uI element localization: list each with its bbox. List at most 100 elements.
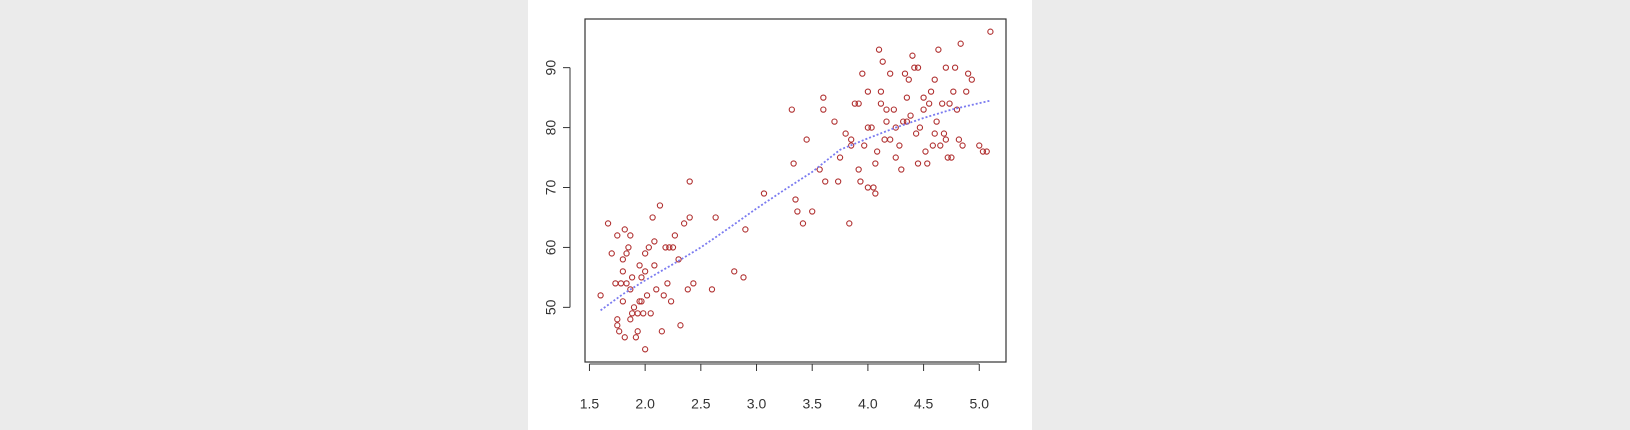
point [892, 154, 899, 161]
x-tick-label: 2.0 [635, 396, 655, 412]
point [959, 142, 966, 149]
point [861, 142, 868, 149]
point [651, 262, 658, 269]
point [627, 232, 634, 239]
point [621, 334, 628, 341]
x-tick-label: 4.5 [914, 396, 934, 412]
point [835, 178, 842, 185]
point [616, 328, 623, 335]
point [623, 280, 630, 287]
point [619, 298, 627, 305]
point [937, 142, 944, 149]
point [846, 220, 853, 227]
x-tick-label: 2.5 [691, 396, 711, 412]
point [951, 64, 959, 71]
point [788, 106, 795, 113]
point [883, 118, 890, 125]
point [929, 142, 936, 149]
point [842, 130, 849, 137]
point [939, 100, 946, 107]
point [979, 148, 987, 155]
point [820, 94, 827, 101]
point [890, 106, 897, 113]
point [887, 70, 894, 77]
plot-box [584, 18, 1007, 363]
point [645, 244, 652, 251]
point [909, 52, 916, 59]
point [892, 124, 899, 131]
point [799, 220, 807, 227]
point [790, 160, 797, 167]
point [820, 106, 827, 113]
point [608, 250, 615, 257]
point [628, 274, 636, 281]
point [647, 310, 654, 317]
point [855, 166, 862, 173]
point [671, 232, 679, 239]
smooth-line [600, 99, 991, 312]
point [690, 280, 697, 287]
x-tick-label: 3.0 [747, 396, 767, 412]
point [712, 214, 719, 221]
point [920, 94, 927, 101]
point [619, 268, 627, 275]
point [896, 142, 903, 149]
point [907, 112, 914, 119]
point [740, 274, 747, 281]
point [933, 118, 940, 125]
point [864, 88, 872, 95]
point [864, 184, 872, 191]
point [731, 268, 738, 275]
point [636, 298, 643, 305]
point [922, 148, 929, 155]
x-tick-label: 1.5 [580, 396, 600, 412]
point [677, 322, 684, 329]
point [666, 244, 673, 251]
plot-panel [528, 0, 1032, 430]
point [987, 28, 994, 35]
point [931, 130, 938, 137]
x-tick-label: 3.5 [802, 396, 822, 412]
point [931, 76, 938, 83]
y-tick-label: 80 [543, 120, 559, 136]
point [684, 286, 691, 293]
point [625, 244, 632, 251]
point [872, 190, 879, 197]
point [881, 136, 888, 143]
point [901, 70, 909, 77]
point [955, 136, 963, 143]
point [877, 88, 885, 95]
point [872, 160, 879, 167]
point [627, 316, 634, 323]
point [883, 106, 890, 113]
point [617, 280, 625, 287]
point [875, 46, 883, 53]
point [983, 148, 990, 155]
point [836, 154, 844, 161]
point [614, 232, 621, 239]
point [669, 244, 677, 251]
point [942, 136, 950, 143]
point [653, 286, 660, 293]
point [877, 100, 885, 107]
point [662, 244, 669, 251]
point [976, 142, 983, 149]
point [640, 310, 647, 317]
y-tick-label: 60 [543, 239, 559, 255]
point [634, 310, 641, 317]
point [942, 64, 950, 71]
point [968, 76, 975, 83]
point [927, 88, 935, 95]
point [612, 280, 619, 287]
point [643, 292, 651, 299]
point [630, 304, 638, 311]
point [855, 100, 862, 107]
point [905, 76, 912, 83]
point [946, 100, 953, 107]
point [914, 160, 922, 167]
point [873, 148, 881, 155]
point [641, 250, 649, 257]
x-tick-label: 4.0 [858, 396, 878, 412]
point [686, 178, 693, 185]
point [656, 202, 664, 209]
